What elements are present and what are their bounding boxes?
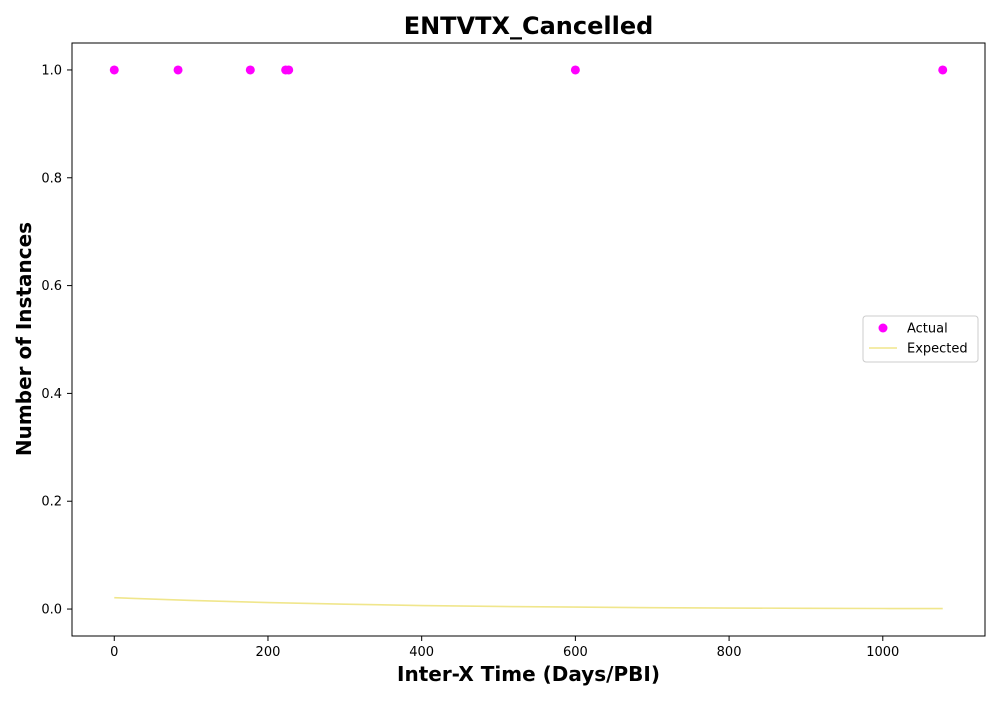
scatter-point-actual-4 (284, 65, 294, 75)
y-tick-label-5: 1.0 (41, 63, 62, 78)
plot-area: 0 200 400 600 800 1000 0.0 0.2 0.4 0.6 0.8 1.0 (41, 42, 986, 660)
scatter-point-actual-6 (938, 65, 948, 75)
x-axis-label: Inter-X Time (Days/PBI) (397, 662, 660, 686)
legend-box (862, 315, 979, 363)
y-axis-label: Number of Instances (12, 222, 36, 456)
legend-marker-actual (878, 323, 888, 333)
x-tick-label-1: 200 (256, 645, 281, 660)
series-line-expected (114, 596, 943, 610)
scatter-point-actual-2 (245, 65, 255, 75)
x-tick-label-2: 400 (409, 645, 434, 660)
scatter-point-actual-1 (173, 65, 183, 75)
x-tick-label-3: 600 (563, 645, 588, 660)
legend-label-actual: Actual (907, 322, 948, 337)
x-tick-label-0: 0 (110, 645, 118, 660)
y-tick-label-0: 0.0 (41, 603, 62, 618)
y-tick-label-3: 0.6 (41, 279, 62, 294)
y-tick-label-2: 0.4 (41, 387, 62, 402)
y-tick-label-1: 0.2 (41, 495, 62, 510)
scatter-point-actual-0 (109, 65, 119, 75)
x-tick-label-5: 1000 (866, 645, 899, 660)
legend-label-expected: Expected (907, 342, 968, 357)
plot-frame (71, 42, 986, 637)
y-tick-label-4: 0.8 (41, 171, 62, 186)
chart-title: ENTVTX_Cancelled (404, 12, 654, 40)
legend: Actual Expected (862, 315, 979, 363)
scatter-point-actual-5 (570, 65, 580, 75)
x-tick-label-4: 800 (717, 645, 742, 660)
